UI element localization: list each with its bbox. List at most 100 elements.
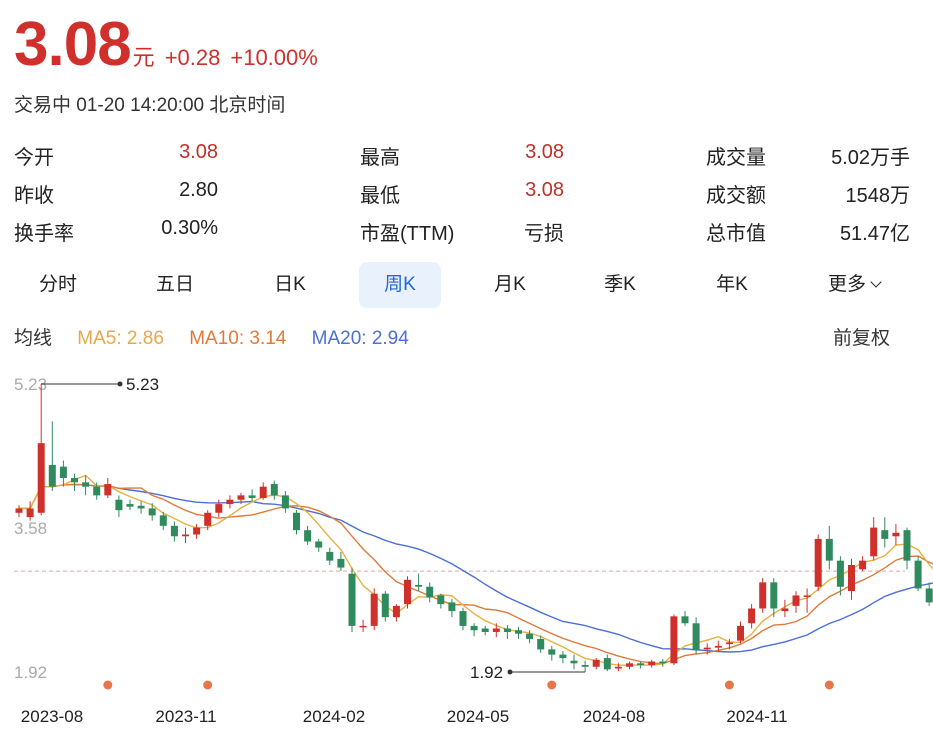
candle-body	[903, 530, 911, 561]
min-annotation-dot	[507, 669, 513, 675]
ma5-line	[19, 474, 933, 666]
candle-body	[592, 659, 600, 667]
tab-wuri[interactable]: 五日	[155, 274, 194, 295]
candle-body	[326, 551, 334, 561]
candle-body	[126, 504, 134, 507]
kline-chart[interactable]: 5.23 3.58 1.92 5.23 1.92 2023-08 2023-11 2024-0…	[0, 360, 933, 745]
stat-label: 成交量	[706, 146, 766, 169]
stat-value: 亏损	[524, 222, 564, 245]
candle-body	[559, 654, 567, 659]
candle-body	[714, 645, 722, 648]
period-tabs: 分时 五日 日K 周K 月K 季K 年K 更多	[0, 262, 933, 310]
candle-body	[337, 558, 345, 568]
tab-more[interactable]: 更多	[812, 262, 896, 308]
candle-body	[881, 530, 889, 539]
price-unit: 元	[132, 45, 155, 70]
candle-body	[270, 484, 278, 496]
candle-body	[503, 628, 511, 632]
candle-body	[15, 508, 23, 513]
candle-body	[581, 665, 589, 667]
candle-body	[548, 649, 556, 655]
candle-body	[737, 625, 744, 641]
stat-label: 换手率	[14, 222, 74, 245]
candle-body	[204, 512, 212, 526]
candle-body	[670, 616, 678, 664]
candle-body	[59, 466, 67, 478]
event-marker	[724, 680, 734, 690]
candle-body	[626, 663, 633, 667]
max-annotation-dot	[117, 381, 123, 387]
candle-body	[659, 661, 667, 664]
stat-value: 51.47亿	[839, 222, 910, 245]
candle-body	[137, 505, 145, 509]
ma-legend: 均线 MA5: 2.86 MA10: 3.14 MA20: 2.94 前复权	[14, 323, 910, 350]
chevron-down-icon	[870, 276, 882, 288]
min-annotation-label: 1.92	[470, 663, 503, 682]
stat-label: 最高	[360, 146, 400, 169]
stat-item: 成交额 1548万	[706, 179, 910, 208]
stat-item: 最低 3.08	[360, 179, 564, 208]
candle-body	[26, 508, 34, 518]
candle-body	[570, 660, 578, 664]
candle-body	[770, 582, 778, 609]
ma-label: 均线	[14, 328, 53, 349]
x-tick-label: 2024-08	[583, 707, 645, 726]
candle-body	[725, 642, 733, 645]
candle-body	[115, 499, 123, 511]
ma5-value: MA5: 2.86	[77, 328, 164, 349]
tab-rik[interactable]: 日K	[274, 274, 306, 295]
stat-item: 今开 3.08	[14, 141, 218, 170]
candle-body	[836, 560, 844, 587]
candle-body	[426, 586, 434, 598]
stat-label: 昨收	[14, 184, 54, 207]
candle-body	[370, 593, 378, 626]
x-tick-label: 2023-08	[21, 707, 83, 726]
ma20-value: MA20: 2.94	[311, 328, 409, 349]
candle-body	[226, 499, 234, 505]
y-tick-label: 5.23	[14, 375, 47, 394]
max-annotation-label: 5.23	[126, 375, 159, 394]
candle-body	[159, 515, 167, 526]
candle-body	[348, 573, 356, 626]
event-marker	[103, 680, 113, 690]
candle-body	[182, 534, 189, 537]
tab-more-label: 更多	[827, 274, 866, 295]
stats-grid: 今开 3.08 最高 3.08 成交量 5.02万手 昨收 2.80 最低 3.08 成交…	[14, 136, 910, 250]
stat-value: 5.02万手	[831, 146, 910, 169]
stat-label: 市盈(TTM)	[360, 222, 455, 245]
candle-body	[359, 625, 367, 628]
tab-yuek[interactable]: 月K	[494, 274, 526, 295]
candle-body	[215, 504, 223, 513]
stat-value: 1548万	[845, 184, 911, 207]
tab-niank[interactable]: 年K	[716, 274, 748, 295]
candle-body	[237, 495, 245, 500]
candle-body	[170, 525, 178, 537]
ma20-line	[19, 483, 933, 653]
stats-row: 昨收 2.80 最低 3.08 成交额 1548万	[14, 174, 910, 212]
quote-price-block: 3.08元 +0.28 +10.00%	[14, 10, 318, 80]
adjust-mode-button[interactable]: 前复权	[832, 328, 890, 349]
candle-body	[603, 658, 611, 670]
candle-body	[681, 616, 689, 624]
stat-item: 昨收 2.80	[14, 179, 218, 208]
candle-body	[814, 538, 822, 587]
candle-body	[748, 608, 756, 624]
tab-zhouk[interactable]: 周K	[359, 262, 441, 308]
candle-body	[781, 608, 789, 612]
y-tick-label: 1.92	[14, 663, 47, 682]
stat-value: 3.08	[525, 140, 564, 163]
candle-body	[526, 633, 534, 639]
event-marker	[547, 680, 557, 690]
candle-body	[37, 443, 45, 513]
current-price: 3.08	[14, 10, 132, 79]
price-change: +0.28	[164, 45, 221, 70]
stat-item: 市盈(TTM) 亏损	[360, 217, 564, 246]
candle-body	[104, 484, 112, 496]
candle-body	[470, 625, 478, 631]
candle-body	[381, 593, 389, 618]
tab-jik[interactable]: 季K	[604, 274, 636, 295]
candle-body	[859, 560, 867, 570]
tab-fenshi[interactable]: 分时	[38, 274, 77, 295]
candle-body	[925, 588, 933, 603]
candle-body	[259, 486, 267, 498]
